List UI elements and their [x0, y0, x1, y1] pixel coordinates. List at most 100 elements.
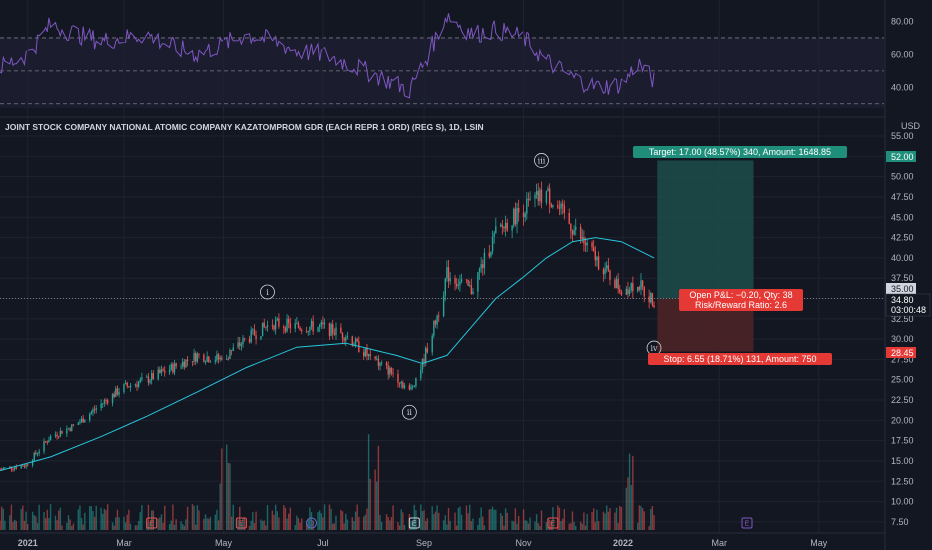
candle-body: [162, 369, 164, 371]
candle-body: [415, 378, 417, 387]
candle-body: [540, 189, 543, 203]
volume-bar: [504, 508, 507, 530]
candle-body: [274, 320, 277, 330]
volume-bar: [118, 517, 120, 530]
candle-body: [561, 203, 564, 206]
volume-bar: [93, 516, 96, 530]
volume-bar: [513, 521, 515, 530]
candle-body: [124, 382, 127, 385]
candle-body: [563, 205, 566, 214]
volume-bar: [637, 522, 639, 530]
candle-body: [550, 204, 552, 207]
candle-body: [195, 353, 197, 362]
volume-bar: [230, 516, 233, 530]
candle-body: [366, 348, 368, 356]
volume-bar: [537, 523, 539, 530]
volume-bar: [617, 523, 619, 530]
candle-body: [604, 268, 606, 275]
volume-bar: [433, 514, 435, 530]
price-tick-label: 25.00: [891, 375, 914, 385]
volume-bar: [273, 514, 275, 530]
wave-label: i: [266, 288, 269, 297]
candle-body: [640, 280, 642, 290]
volume-bar: [575, 525, 577, 530]
candle-body: [252, 329, 254, 331]
last-price-badge-box: [885, 293, 931, 317]
volume-bar: [71, 525, 73, 530]
volume-bar: [482, 516, 484, 530]
candle-body: [653, 305, 655, 308]
candle-body: [13, 467, 16, 470]
volume-bar: [243, 517, 246, 530]
candle-body: [586, 242, 588, 246]
candle-body: [534, 194, 536, 199]
volume-bar: [31, 511, 34, 530]
volume-bar: [592, 508, 595, 530]
candle-body: [216, 354, 218, 361]
rsi-panel[interactable]: [0, 13, 884, 108]
candle-body: [367, 354, 370, 356]
volume-bar: [44, 518, 47, 530]
volume-bar: [332, 523, 334, 530]
volume-bar: [561, 518, 564, 530]
candle-body: [149, 380, 151, 383]
candle-body: [103, 400, 106, 404]
pnl-label[interactable]: Open P&L: −0.20, Qty: 38 Risk/Reward Rat…: [679, 289, 803, 311]
volume-bar: [606, 505, 608, 530]
candle-body: [364, 348, 367, 357]
price-tick-label: 20.00: [891, 415, 914, 425]
last-price-badge: 34.80 03:00:48: [885, 293, 931, 317]
wave-circle: [401, 404, 417, 420]
candle-body: [408, 385, 411, 390]
candle-body: [198, 353, 200, 355]
target-label[interactable]: Target: 17.00 (48.57%) 340, Amount: 1648…: [633, 146, 847, 158]
time-axis-ticks: 2021 Mar May Jul Sep Nov 2022 Mar May: [18, 538, 828, 548]
chart-title: JOINT STOCK COMPANY NATIONAL ATOMIC COMP…: [5, 122, 484, 132]
stop-label[interactable]: Stop: 6.55 (18.71%) 131, Amount: 750: [648, 353, 832, 365]
volume-bar: [266, 505, 269, 530]
volume-bar: [137, 520, 140, 530]
candle-body: [411, 386, 414, 387]
candle-body: [56, 434, 58, 437]
time-tick-label: Jul: [317, 538, 329, 548]
candle-body: [150, 373, 153, 381]
candle-body: [346, 336, 349, 338]
event-marker-label: D: [309, 521, 314, 528]
candle-body: [59, 430, 62, 437]
candle-body: [2, 468, 4, 470]
candle-body: [495, 226, 497, 234]
volume-bar: [216, 509, 218, 530]
candle-body: [20, 465, 22, 469]
candle-body: [84, 420, 86, 423]
event-marker-box: [235, 517, 247, 529]
volume-bar: [345, 513, 347, 530]
event-marker-box: [306, 517, 318, 529]
volume-bar: [240, 522, 243, 530]
volume-bar: [286, 518, 288, 530]
volume-bar: [614, 512, 616, 530]
candle-body: [36, 453, 39, 455]
volume-bar: [389, 520, 391, 530]
candle-body: [44, 441, 47, 443]
price-tick-label: 47.50: [891, 192, 914, 202]
target-zone: [657, 160, 754, 299]
volume-bar: [67, 515, 70, 530]
candle-body: [376, 358, 378, 360]
volume-bar: [106, 504, 109, 530]
candle-body: [134, 384, 137, 386]
volume-bar: [398, 525, 401, 530]
candle-body: [637, 286, 639, 292]
volume-bar: [480, 507, 482, 530]
volume-bar: [284, 507, 287, 530]
volume-bar: [514, 508, 517, 530]
candle-body: [15, 467, 18, 469]
volume-bar: [460, 514, 463, 530]
volume-bar: [436, 505, 438, 530]
candle-body: [136, 384, 138, 387]
candle-body: [95, 408, 97, 410]
candle-body: [524, 213, 526, 218]
volume-bar: [203, 518, 205, 530]
candle-body: [320, 322, 323, 325]
volume-bar: [260, 519, 262, 530]
